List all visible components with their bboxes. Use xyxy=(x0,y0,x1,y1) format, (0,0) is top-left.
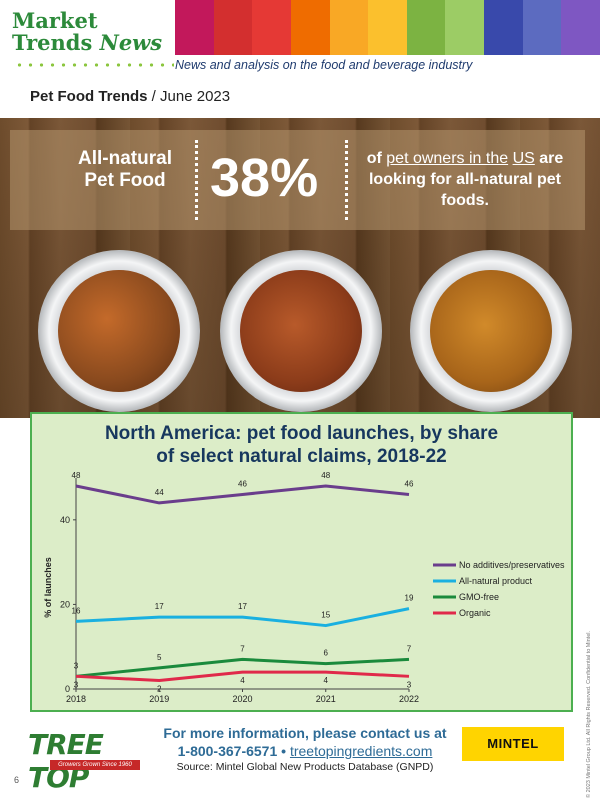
data-label: 48 xyxy=(72,471,81,480)
banner-link-us[interactable]: US xyxy=(512,150,535,167)
data-label: 7 xyxy=(240,644,245,653)
stat-banner: All-natural Pet Food 38% of pet owners i… xyxy=(10,130,585,230)
series-line-3 xyxy=(75,670,410,683)
fruit-swatch xyxy=(252,0,291,55)
mintel-logo: MINTEL xyxy=(462,727,564,761)
brand-word-trends: Trends xyxy=(12,30,93,55)
x-tick-label: 2022 xyxy=(399,694,419,704)
contact-block: For more information, please contact us … xyxy=(160,724,450,774)
line-chart: 0 20 40 2018 2019 2020 2021 2022 % of launches 48… xyxy=(43,471,565,704)
chart-title-line2: of select natural claims, 2018-22 xyxy=(156,446,447,467)
banner-text: of pet owners in the US are looking for … xyxy=(360,148,570,211)
x-tick-label: 2018 xyxy=(66,694,86,704)
legend-label: Organic xyxy=(459,608,491,618)
series-line-2 xyxy=(75,657,410,678)
legend-label: No additives/preservatives xyxy=(459,560,565,570)
source-note: Source: Mintel Global New Products Datab… xyxy=(176,761,434,773)
contact-phone[interactable]: 1-800-367-6571 xyxy=(177,743,278,759)
brand-logo: Market Trends News xyxy=(12,10,162,54)
contact-line: 1-800-367-6571 • treetopingredients.com xyxy=(160,742,450,760)
chart-panel: North America: pet food launches, by sha… xyxy=(30,412,573,712)
contact-website-link[interactable]: treetopingredients.com xyxy=(289,743,433,759)
fruit-swatch xyxy=(445,0,485,55)
fruit-swatch xyxy=(213,0,253,55)
bowl-dry-kibble xyxy=(410,250,572,412)
data-label: 4 xyxy=(324,676,329,685)
bowl-wet-food xyxy=(220,250,382,412)
page-number: 6 xyxy=(14,775,20,785)
legend-label: GMO-free xyxy=(459,592,499,602)
banner-label-line2: Pet Food xyxy=(84,170,166,191)
fruit-swatch xyxy=(368,0,407,55)
data-label: 46 xyxy=(238,479,247,488)
chart-title-line1: North America: pet food launches, by sha… xyxy=(104,423,499,444)
page-title-sep: / xyxy=(147,88,161,105)
y-tick-label: 0 xyxy=(65,684,70,694)
data-label: 16 xyxy=(72,606,81,615)
legend-label: All-natural product xyxy=(459,576,533,586)
data-label: 7 xyxy=(407,644,412,653)
x-tick-label: 2019 xyxy=(149,694,169,704)
banner-divider-right xyxy=(345,140,348,220)
y-tick-label: 40 xyxy=(60,515,70,525)
treetop-logo: TREE TOP Growers Grown Since 1960 xyxy=(28,728,146,794)
fruit-swatch xyxy=(406,0,446,55)
page-title-date: June 2023 xyxy=(160,88,231,105)
data-label: 3 xyxy=(74,680,79,689)
page-title-topic: Pet Food Trends xyxy=(30,88,148,105)
data-label: 2 xyxy=(157,685,162,694)
series-line-1 xyxy=(75,607,410,628)
data-label: 17 xyxy=(155,602,164,611)
data-label: 19 xyxy=(405,594,414,603)
page-title: Pet Food Trends / June 2023 xyxy=(30,88,230,105)
banner-text-of: of xyxy=(366,150,387,167)
fruit-swatch xyxy=(329,0,369,55)
brand-line2: Trends News xyxy=(12,32,162,54)
y-tick-label: 20 xyxy=(60,599,70,609)
copyright-notice: © 2023 Mintel Group Ltd. All Rights Rese… xyxy=(586,631,592,798)
data-label: 6 xyxy=(324,649,329,658)
data-label: 3 xyxy=(407,680,412,689)
data-label: 5 xyxy=(157,653,162,662)
brand-word-news: News xyxy=(99,30,163,55)
fruit-swatch xyxy=(522,0,562,55)
fruit-swatch xyxy=(484,0,523,55)
data-label: 48 xyxy=(321,471,330,480)
tagline: News and analysis on the food and bevera… xyxy=(175,58,473,72)
contact-heading: For more information, please contact us … xyxy=(163,725,447,741)
fruit-photo-strip xyxy=(175,0,600,55)
dotted-divider xyxy=(14,63,174,67)
banner-label-line1: All-natural xyxy=(78,148,172,169)
data-label: 46 xyxy=(405,479,414,488)
treetop-logo-tagline: Growers Grown Since 1960 xyxy=(50,760,140,770)
fruit-swatch xyxy=(290,0,330,55)
x-tick-label: 2021 xyxy=(316,694,336,704)
brand-line1: Market xyxy=(12,8,98,33)
data-label: 44 xyxy=(155,488,164,497)
contact-bullet: • xyxy=(277,743,290,759)
fruit-swatch xyxy=(561,0,600,55)
data-label: 17 xyxy=(238,602,247,611)
x-tick-label: 2020 xyxy=(232,694,252,704)
bowl-kibble-mix xyxy=(38,250,200,412)
header: Market Trends News xyxy=(0,0,600,60)
banner-label: All-natural Pet Food xyxy=(65,148,185,192)
data-label: 15 xyxy=(321,611,330,620)
chart-title: North America: pet food launches, by sha… xyxy=(32,422,571,468)
banner-percent: 38% xyxy=(210,148,319,208)
banner-link-pet-owners[interactable]: pet owners in the xyxy=(386,150,509,167)
y-axis-label: % of launches xyxy=(43,557,53,618)
banner-text-rest: are looking for all-natural pet foods. xyxy=(368,150,564,209)
fruit-swatch xyxy=(175,0,214,55)
data-label: 4 xyxy=(240,676,245,685)
banner-divider-left xyxy=(195,140,198,220)
data-label: 3 xyxy=(74,661,79,670)
hero-wood-background: All-natural Pet Food 38% of pet owners i… xyxy=(0,118,600,418)
series-line-0 xyxy=(75,484,410,505)
